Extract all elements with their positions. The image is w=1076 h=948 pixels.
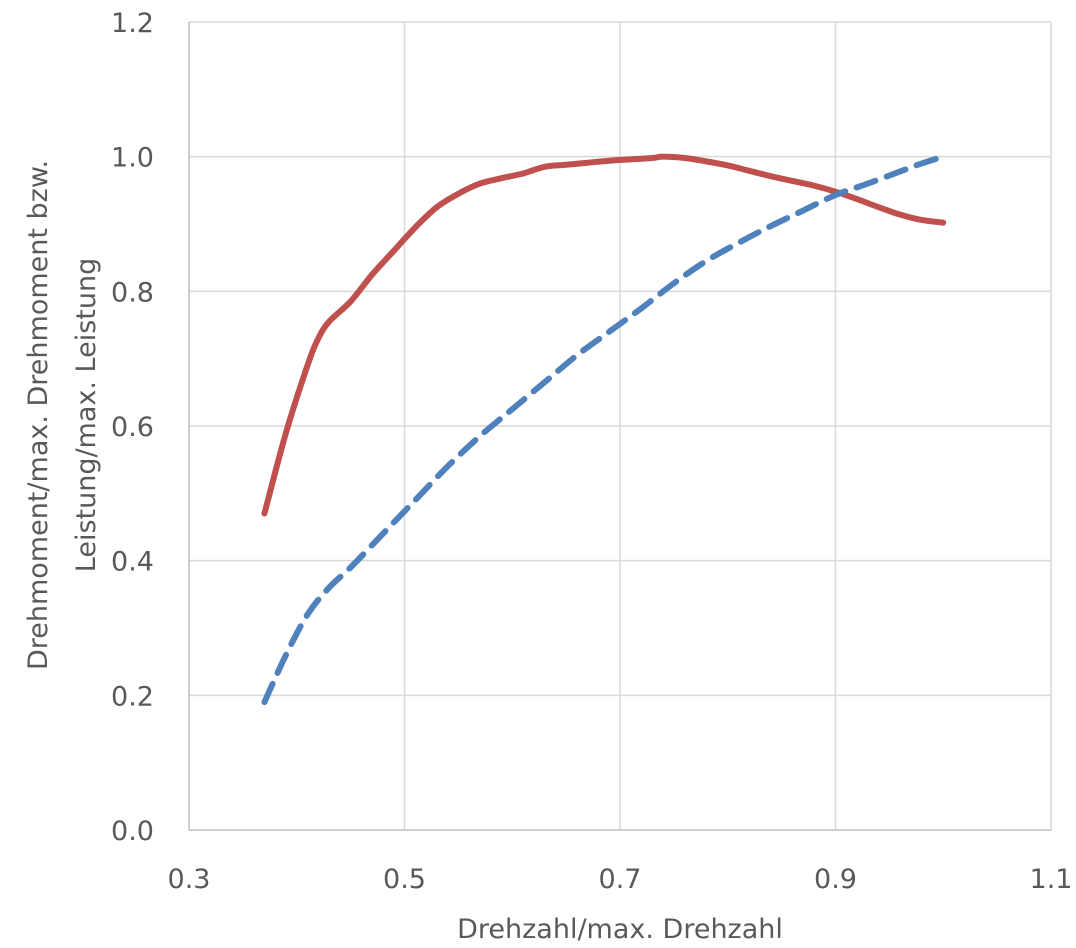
y-tick-label: 0.8 <box>111 277 154 308</box>
series-line-dashed <box>261 153 947 706</box>
x-tick-label: 0.9 <box>814 864 857 895</box>
y-tick-label: 0.6 <box>111 412 154 443</box>
grid <box>189 21 1052 830</box>
y-axis-title-line-2: Leistung/max. Leistung <box>71 258 102 572</box>
series-line-solid <box>261 153 947 517</box>
y-axis-title-line-1: Drehmoment/max. Drehmoment bzw. <box>23 160 54 670</box>
tick-labels: 0.0 0.2 0.4 0.6 0.8 1.0 1.2 0.3 0.5 0.7 0.9 1.1 <box>111 8 1072 895</box>
axes <box>188 22 1051 831</box>
x-tick-label: 0.5 <box>383 864 426 895</box>
y-tick-label: 0.4 <box>111 547 154 578</box>
y-tick-label: 1.0 <box>111 143 154 174</box>
x-tick-label: 1.1 <box>1030 864 1073 895</box>
x-tick-label: 0.3 <box>168 864 211 895</box>
y-tick-label: 0.2 <box>111 681 154 712</box>
y-tick-label: 0.0 <box>111 816 154 847</box>
series-group <box>261 153 947 706</box>
y-tick-label: 1.2 <box>111 8 154 39</box>
x-axis-title: Drehzahl/max. Drehzahl <box>457 914 783 945</box>
x-tick-label: 0.7 <box>599 864 642 895</box>
